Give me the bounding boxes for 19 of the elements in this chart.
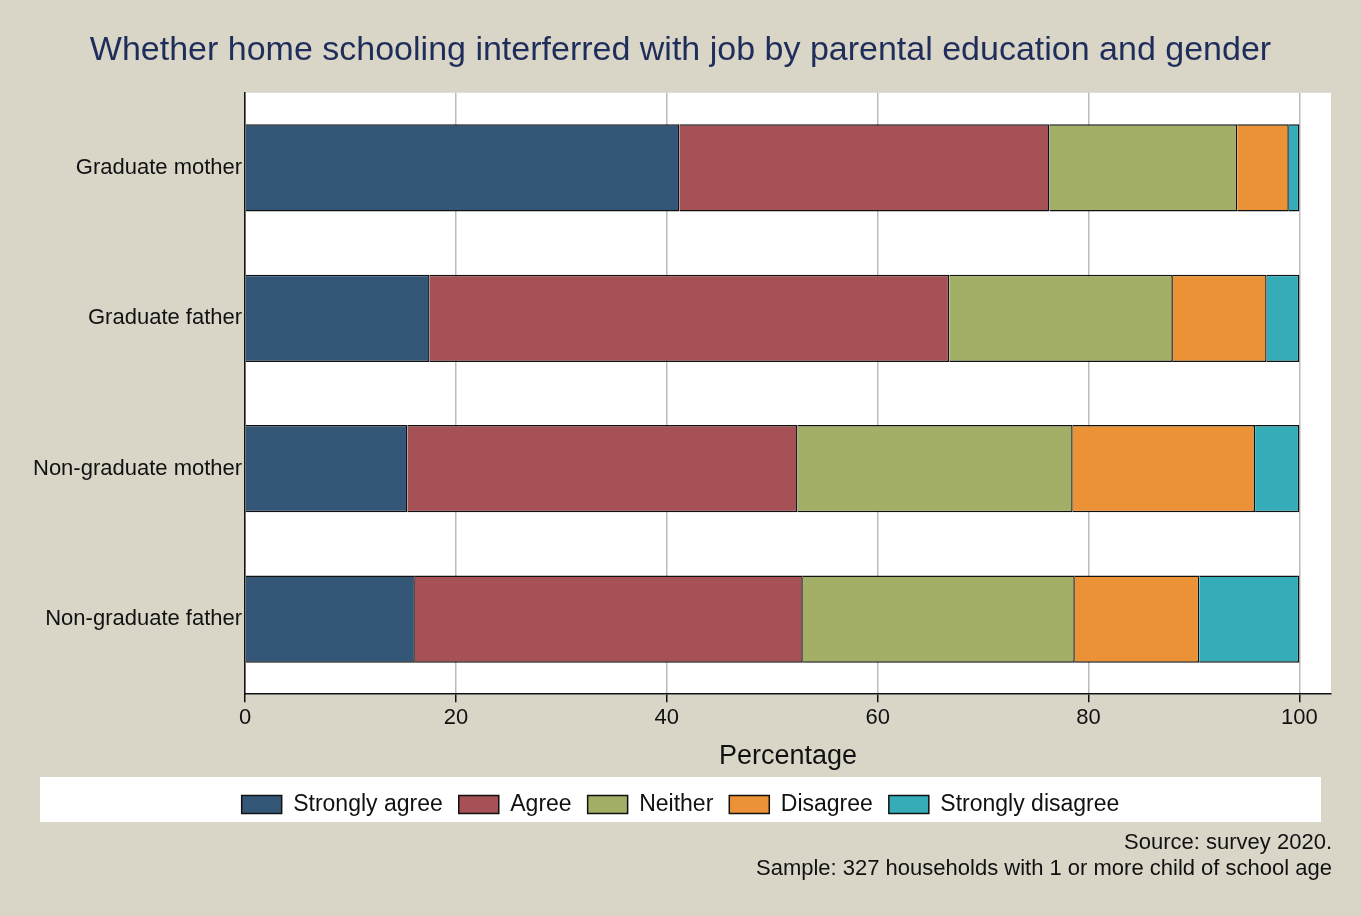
x-axis-title: Percentage	[719, 740, 858, 771]
legend-label: Disagree	[780, 789, 873, 816]
y-tick-label: Graduate mother	[75, 154, 243, 180]
legend-label: Strongly agree	[293, 789, 443, 816]
legend-label: Agree	[510, 789, 572, 816]
y-tick-label: Non-graduate father	[45, 605, 243, 631]
chart-title: Whether home schooling interferred with job by parental education and gender	[89, 28, 1272, 67]
x-tick-label: 60	[865, 704, 890, 730]
x-tick-label: 20	[443, 704, 469, 730]
text: Sample: 327 households with 1 or more child of school age	[755, 855, 1332, 881]
x-tick-label: 0	[238, 704, 252, 730]
x-tick-label: 100	[1281, 704, 1318, 730]
legend-label: Neither	[639, 789, 714, 816]
legend-label: Strongly disagree	[940, 789, 1120, 816]
source-note: Source: survey 2020.	[1124, 829, 1332, 855]
y-tick-label: Non-graduate mother	[32, 454, 243, 480]
y-tick-label: Graduate father	[88, 304, 243, 330]
x-tick-label: 80	[1076, 704, 1101, 730]
x-tick-label: 40	[654, 704, 680, 730]
